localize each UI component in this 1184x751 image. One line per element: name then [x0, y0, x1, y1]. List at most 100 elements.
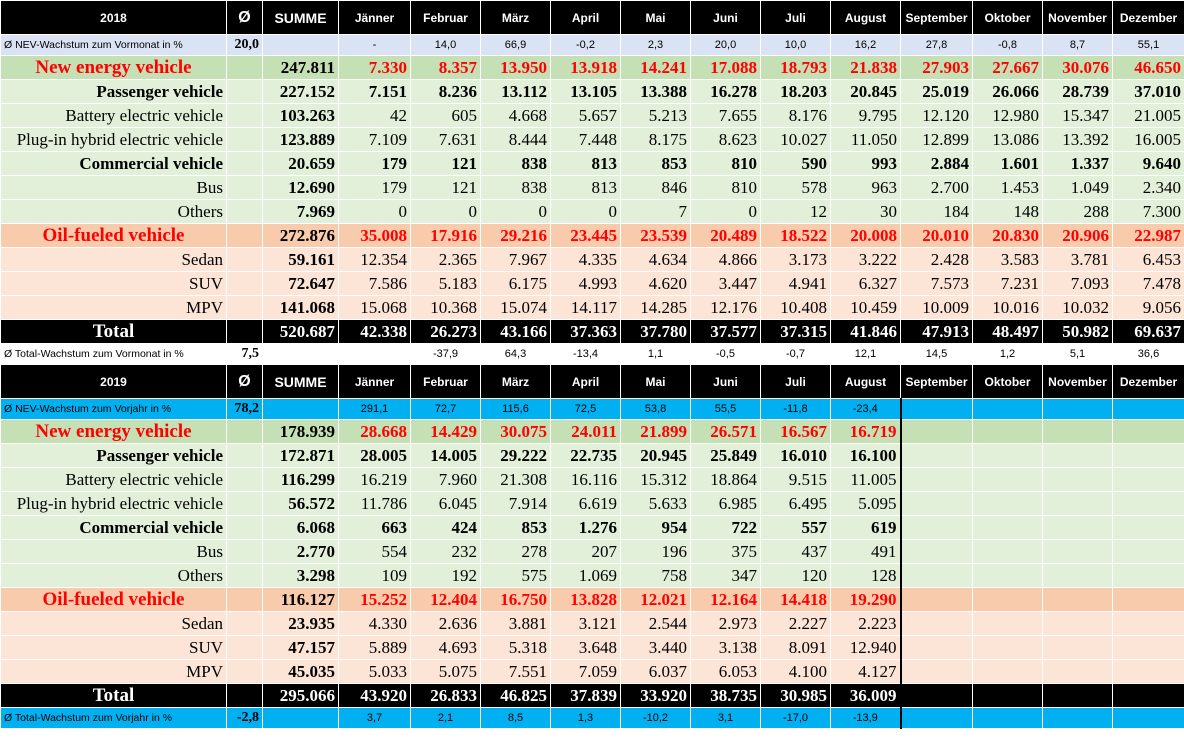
row-summe: 520.687 — [262, 319, 339, 344]
month-value: 207 — [550, 539, 621, 564]
row-mpv: MPV 141.068 15.068 10.368 15.074 14.117 14.285… — [0, 295, 1184, 320]
average-cell — [226, 515, 263, 540]
row-label: Others — [0, 199, 227, 224]
month-value: 15.252 — [338, 587, 411, 612]
empty-cell — [972, 398, 1043, 420]
month-value: 5.633 — [620, 491, 691, 516]
average-cell — [226, 127, 263, 152]
empty-cell — [1112, 707, 1184, 729]
year-label: 2019 — [0, 364, 227, 399]
month-value: 16.010 — [760, 443, 831, 468]
empty-cell — [900, 563, 973, 588]
month-value: 10.027 — [760, 127, 831, 152]
empty-cell — [1042, 398, 1113, 420]
month-value: 1.069 — [550, 563, 621, 588]
row-others: Others 3.298 109 192 575 1.069 758 347 120 128 — [0, 563, 1184, 588]
month-value: 11.050 — [830, 127, 901, 152]
month-value: 47.913 — [900, 319, 973, 344]
growth-value: - — [338, 34, 411, 56]
row-plug-in-hybrid-vehicle: Plug-in hybrid electric vehicle 123.889 7.… — [0, 127, 1184, 152]
month-value: 37.010 — [1112, 79, 1184, 104]
month-value: 9.056 — [1112, 295, 1184, 320]
month-value: 838 — [480, 175, 551, 200]
month-header: Juli — [760, 364, 831, 399]
month-value: 12.899 — [900, 127, 973, 152]
empty-cell — [1112, 419, 1184, 444]
month-value: 7.109 — [338, 127, 411, 152]
growth-value: 10,0 — [760, 34, 831, 56]
month-value: 5.183 — [410, 271, 481, 296]
month-value: 7.151 — [338, 79, 411, 104]
month-value: 196 — [620, 539, 691, 564]
month-value: 7 — [620, 199, 691, 224]
month-value: 4.866 — [690, 247, 761, 272]
month-value: 810 — [690, 151, 761, 176]
month-value: 1.453 — [972, 175, 1043, 200]
average-cell — [226, 295, 263, 320]
month-value: 121 — [410, 151, 481, 176]
month-value: 375 — [690, 539, 761, 564]
month-value: 20.845 — [830, 79, 901, 104]
average-cell — [226, 563, 263, 588]
month-value: 6.327 — [830, 271, 901, 296]
month-value: 43.166 — [480, 319, 551, 344]
row-summe: 227.152 — [262, 79, 339, 104]
growth-value: 66,9 — [480, 34, 551, 56]
month-header: August — [830, 0, 901, 35]
growth-value: -13,4 — [550, 343, 621, 365]
month-value: 3.121 — [550, 611, 621, 636]
empty-cell — [1042, 707, 1113, 729]
average-cell — [226, 443, 263, 468]
month-value: 14.429 — [410, 419, 481, 444]
month-value: 810 — [690, 175, 761, 200]
growth-label: Ø NEV-Wachstum zum Vorjahr in % — [0, 398, 227, 420]
month-value: 813 — [550, 151, 621, 176]
month-value: 15.347 — [1042, 103, 1113, 128]
growth-value: 3,7 — [338, 707, 411, 729]
growth-value: -11,8 — [760, 398, 831, 420]
month-value: 10.009 — [900, 295, 973, 320]
month-value: 46.825 — [480, 683, 551, 708]
month-value: 8.236 — [410, 79, 481, 104]
month-value: 50.982 — [1042, 319, 1113, 344]
row-summe: 47.157 — [262, 635, 339, 660]
month-value: 12.354 — [338, 247, 411, 272]
growth-value: 64,3 — [480, 343, 551, 365]
month-value: 20.008 — [830, 223, 901, 248]
month-value: 20.830 — [972, 223, 1043, 248]
month-value: 11.005 — [830, 467, 902, 492]
month-header: April — [550, 364, 621, 399]
empty-cell — [972, 443, 1043, 468]
row-summe: 59.161 — [262, 247, 339, 272]
month-value: 4.100 — [760, 659, 831, 684]
y2019-header-row: 2019 Ø SUMME Jänner Februar März April Mai Juni J… — [0, 364, 1184, 399]
empty-cell — [1042, 563, 1113, 588]
month-value: 13.918 — [550, 55, 621, 80]
month-value: 7.300 — [1112, 199, 1184, 224]
empty-cell — [900, 491, 973, 516]
month-header: März — [480, 0, 551, 35]
empty-cell — [900, 443, 973, 468]
row-label: Plug-in hybrid electric vehicle — [0, 491, 227, 516]
month-value: 23.539 — [620, 223, 691, 248]
row-summe: 103.263 — [262, 103, 339, 128]
month-value: 16.100 — [830, 443, 902, 468]
row-label: Bus — [0, 539, 227, 564]
month-value: 0 — [410, 199, 481, 224]
growth-average: -2,8 — [226, 707, 263, 729]
month-value: 15.312 — [620, 467, 691, 492]
month-value: 37.315 — [760, 319, 831, 344]
sales-table: 2018 Ø SUMME Jänner Februar März April Mai Juni J… — [0, 0, 1184, 729]
average-cell — [226, 271, 263, 296]
empty-cell — [1042, 539, 1113, 564]
month-value: 0 — [480, 199, 551, 224]
month-value: 8.623 — [690, 127, 761, 152]
row-label: Total — [0, 319, 227, 344]
month-value: 28.005 — [338, 443, 411, 468]
row-label: Passenger vehicle — [0, 79, 227, 104]
average-cell — [226, 319, 263, 344]
row-summe: 178.939 — [262, 419, 339, 444]
month-value: 4.993 — [550, 271, 621, 296]
empty-cell — [972, 587, 1043, 612]
growth-value: 5,1 — [1042, 343, 1113, 365]
